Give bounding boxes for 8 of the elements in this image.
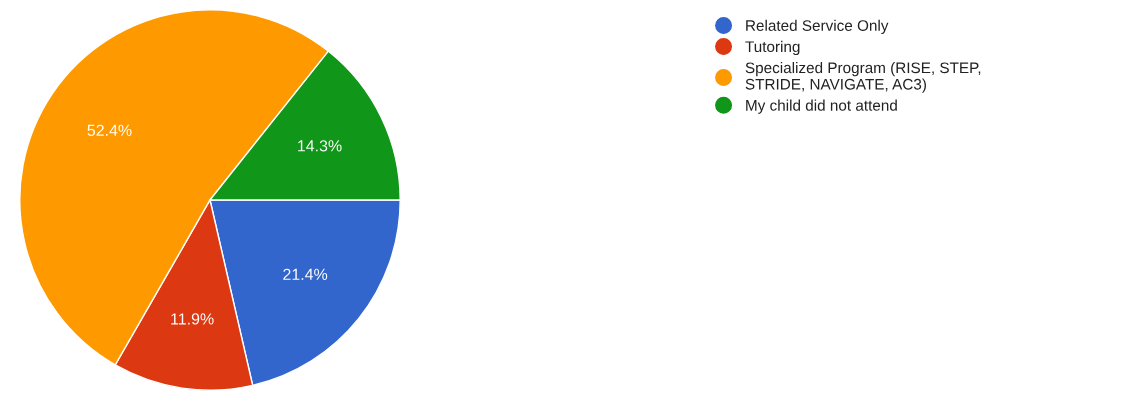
legend-label: Related Service Only bbox=[746, 19, 889, 34]
data-label: 52.4% bbox=[87, 124, 132, 136]
data-label: 11.9% bbox=[171, 313, 214, 325]
data-label: 14.3% bbox=[298, 140, 342, 152]
legend-label: My child did not attend bbox=[746, 99, 897, 114]
legend-label: Specialized Program (RISE, STEP, STRIDE, NAVIGATE, AC3) bbox=[745, 61, 981, 93]
data-label: 21.4% bbox=[283, 268, 328, 280]
legend-label: Tutoring bbox=[745, 40, 800, 56]
